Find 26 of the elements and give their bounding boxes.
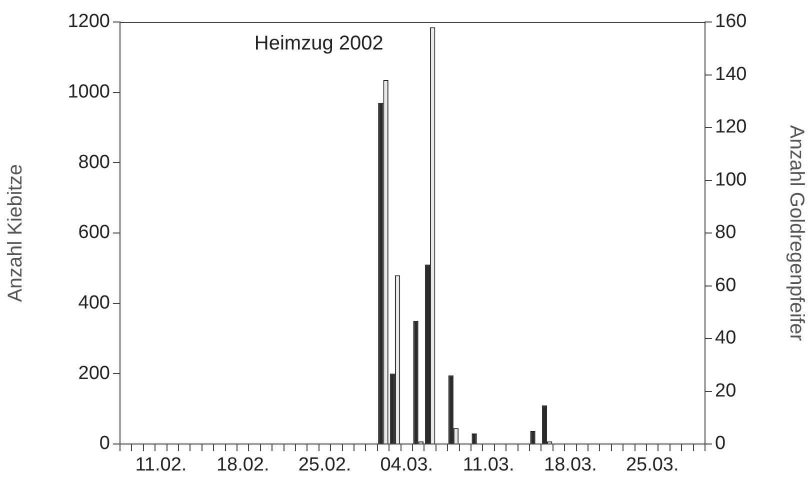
y2-axis-title: Anzahl Goldregenpfeifer	[785, 125, 808, 342]
y-axis-title: Anzahl Kiebitze	[4, 164, 27, 302]
y2-tick-label: 60	[715, 274, 736, 296]
x-tick-label: 04.03.	[380, 454, 434, 476]
x-tick-label: 25.02.	[298, 454, 352, 476]
x-tick-label: 18.03.	[544, 454, 597, 476]
y2-tick-label: 80	[715, 222, 736, 244]
y2-tick-label: 0	[715, 433, 726, 454]
y-tick-label: 600	[78, 222, 110, 244]
y-tick-label: 1000	[68, 82, 110, 103]
x-tick-label: 25.03.	[626, 454, 679, 476]
x-tick-label: 11.03.	[462, 454, 514, 476]
annotation: Heimzug 2002	[254, 32, 384, 55]
y-tick-label: 400	[78, 292, 110, 314]
y-tick-label: 200	[78, 362, 110, 384]
y-tick-label: 0	[99, 433, 110, 454]
y-tick-label: 1200	[68, 11, 110, 32]
y2-tick-label: 20	[715, 380, 736, 402]
x-tick-label: 11.02.	[135, 454, 187, 476]
y2-tick-label: 120	[715, 116, 747, 138]
y2-tick-label: 40	[715, 328, 736, 349]
y2-tick-label: 160	[715, 11, 747, 32]
y2-tick-label: 100	[715, 169, 747, 190]
x-tick-label: 18.02.	[216, 454, 270, 476]
y2-tick-label: 140	[715, 64, 747, 85]
y-tick-label: 800	[78, 152, 110, 173]
